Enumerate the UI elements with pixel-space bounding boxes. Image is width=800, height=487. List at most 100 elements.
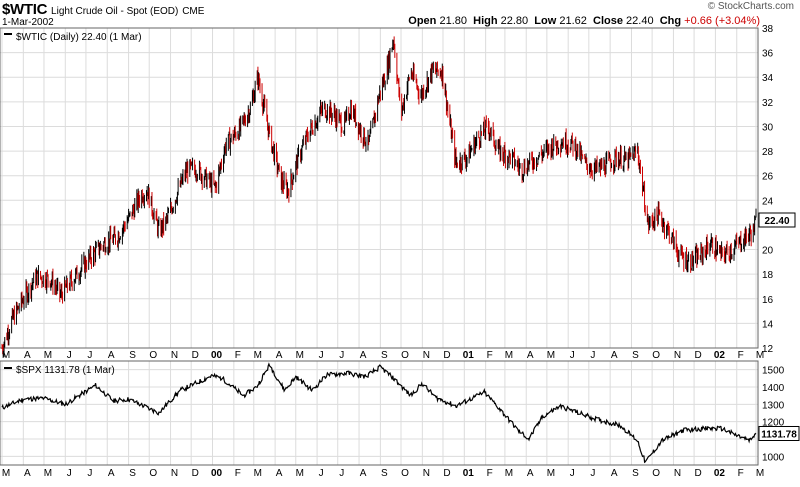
x-tick-label: S [381,350,388,361]
x-tick-label: N [171,350,178,361]
spx-series-line [1,362,757,464]
x-tick-label: 01 [463,350,475,361]
y-tick-label: 38 [762,24,774,35]
x-tick-label: J [319,468,324,479]
x-tick-label: A [24,350,31,361]
x-tick-label: A [527,468,534,479]
main-x-axis: M A M J J A S O N D 00 F M A M J J A S O N D 01 F M A M J J A S O N D 02 F M [2,350,764,361]
spx-last-value: 1131.78 [761,429,797,440]
low-value: 21.62 [559,15,587,27]
x-tick-label: J [67,350,72,361]
x-tick-label: N [423,350,430,361]
x-tick-label: 00 [211,468,223,479]
x-tick-label: S [381,468,388,479]
spx-legend-swatch [4,367,12,369]
x-tick-label: M [296,350,304,361]
x-tick-label: N [423,468,430,479]
y-tick-label: 14 [762,319,774,330]
x-tick-label: A [611,468,618,479]
x-tick-label: A [360,468,367,479]
spx-line [1,362,757,464]
x-tick-label: D [192,468,199,479]
change-label: Chg [659,15,682,27]
x-tick-label: N [674,350,681,361]
y-tick-label: 1300 [762,400,785,411]
x-tick-label: M [547,468,555,479]
x-tick-label: S [632,468,639,479]
x-tick-label: A [276,468,283,479]
x-tick-label: M [254,350,262,361]
x-tick-label: J [339,350,344,361]
main-y-axis: 12 14 16 18 20 24 26 28 30 32 34 36 38 [762,24,774,355]
x-tick-label: S [632,350,639,361]
x-tick-label: M [2,350,10,361]
y-tick-label: 16 [762,295,774,306]
x-tick-label: D [443,468,450,479]
x-tick-label: J [319,350,324,361]
main-panel-border [0,27,759,349]
wtic-last-value-box [758,212,796,228]
ohlc-summary: Open 21.80 High 22.80 Low 21.62 Close 22… [408,15,760,27]
low-label: Low [534,15,557,27]
x-tick-label: D [192,350,199,361]
open-value: 21.80 [439,15,467,27]
spx-grid [0,361,758,465]
x-tick-label: J [87,468,92,479]
x-tick-label: N [171,468,178,479]
x-tick-label: D [694,350,701,361]
y-tick-label: 1400 [762,383,785,394]
spx-legend: $SPX 1131.78 (1 Mar) [4,365,115,376]
x-tick-label: J [570,350,575,361]
x-tick-label: M [505,350,513,361]
x-tick-label: O [401,468,409,479]
x-tick-label: D [694,468,701,479]
x-tick-label: J [67,468,72,479]
open-label: Open [408,15,437,27]
high-value: 22.80 [500,15,529,27]
close-label: Close [593,15,623,27]
x-tick-label: J [590,350,595,361]
y-tick-label: 24 [762,196,774,207]
x-tick-label: A [360,350,367,361]
x-tick-label: F [738,468,744,479]
exchange: CME [182,6,205,17]
spx-y-axis: 1000 1200 1300 1400 1500 [762,366,785,464]
y-tick-label: 30 [762,122,774,133]
wtic-last-value-tag: 22.40 [758,212,796,228]
x-tick-label: 00 [211,350,223,361]
x-tick-label: O [401,350,409,361]
symbol-description: Light Crude Oil - Spot (EOD) [51,6,179,17]
x-tick-label: M [296,468,304,479]
x-tick-label: A [276,350,283,361]
y-tick-label: 1500 [762,366,785,377]
spx-legend-text: $SPX 1131.78 (1 Mar) [16,365,115,376]
x-tick-label: S [129,468,136,479]
x-tick-label: O [652,468,660,479]
x-tick-label: A [611,350,618,361]
x-tick-label: 02 [714,468,726,479]
y-tick-label: 18 [762,270,774,281]
x-tick-label: M [756,468,764,479]
x-tick-label: F [487,350,493,361]
x-tick-label: M [2,468,10,479]
x-tick-label: A [108,468,115,479]
change-value: +0.66 (+3.04%) [684,15,760,27]
x-tick-label: F [235,468,241,479]
spx-last-value-tag: 1131.78 [758,425,800,441]
y-tick-label: 1000 [762,452,785,463]
wtic-legend-text: $WTIC (Daily) 22.40 (1 Mar) [16,32,142,43]
y-tick-label: 26 [762,172,774,183]
x-tick-label: M [44,350,52,361]
x-tick-label: M [756,350,764,361]
y-tick-label: 28 [762,147,774,158]
stockcharts-logo[interactable]: © StockCharts.com [707,1,794,12]
x-tick-label: 01 [463,468,475,479]
y-tick-label: 36 [762,49,774,60]
x-tick-label: F [235,350,241,361]
wtic-legend: $WTIC (Daily) 22.40 (1 Mar) [4,32,142,43]
x-tick-label: J [590,468,595,479]
chart-date: 1-Mar-2002 [2,17,54,28]
x-tick-label: S [129,350,136,361]
y-tick-label: 34 [762,73,774,84]
